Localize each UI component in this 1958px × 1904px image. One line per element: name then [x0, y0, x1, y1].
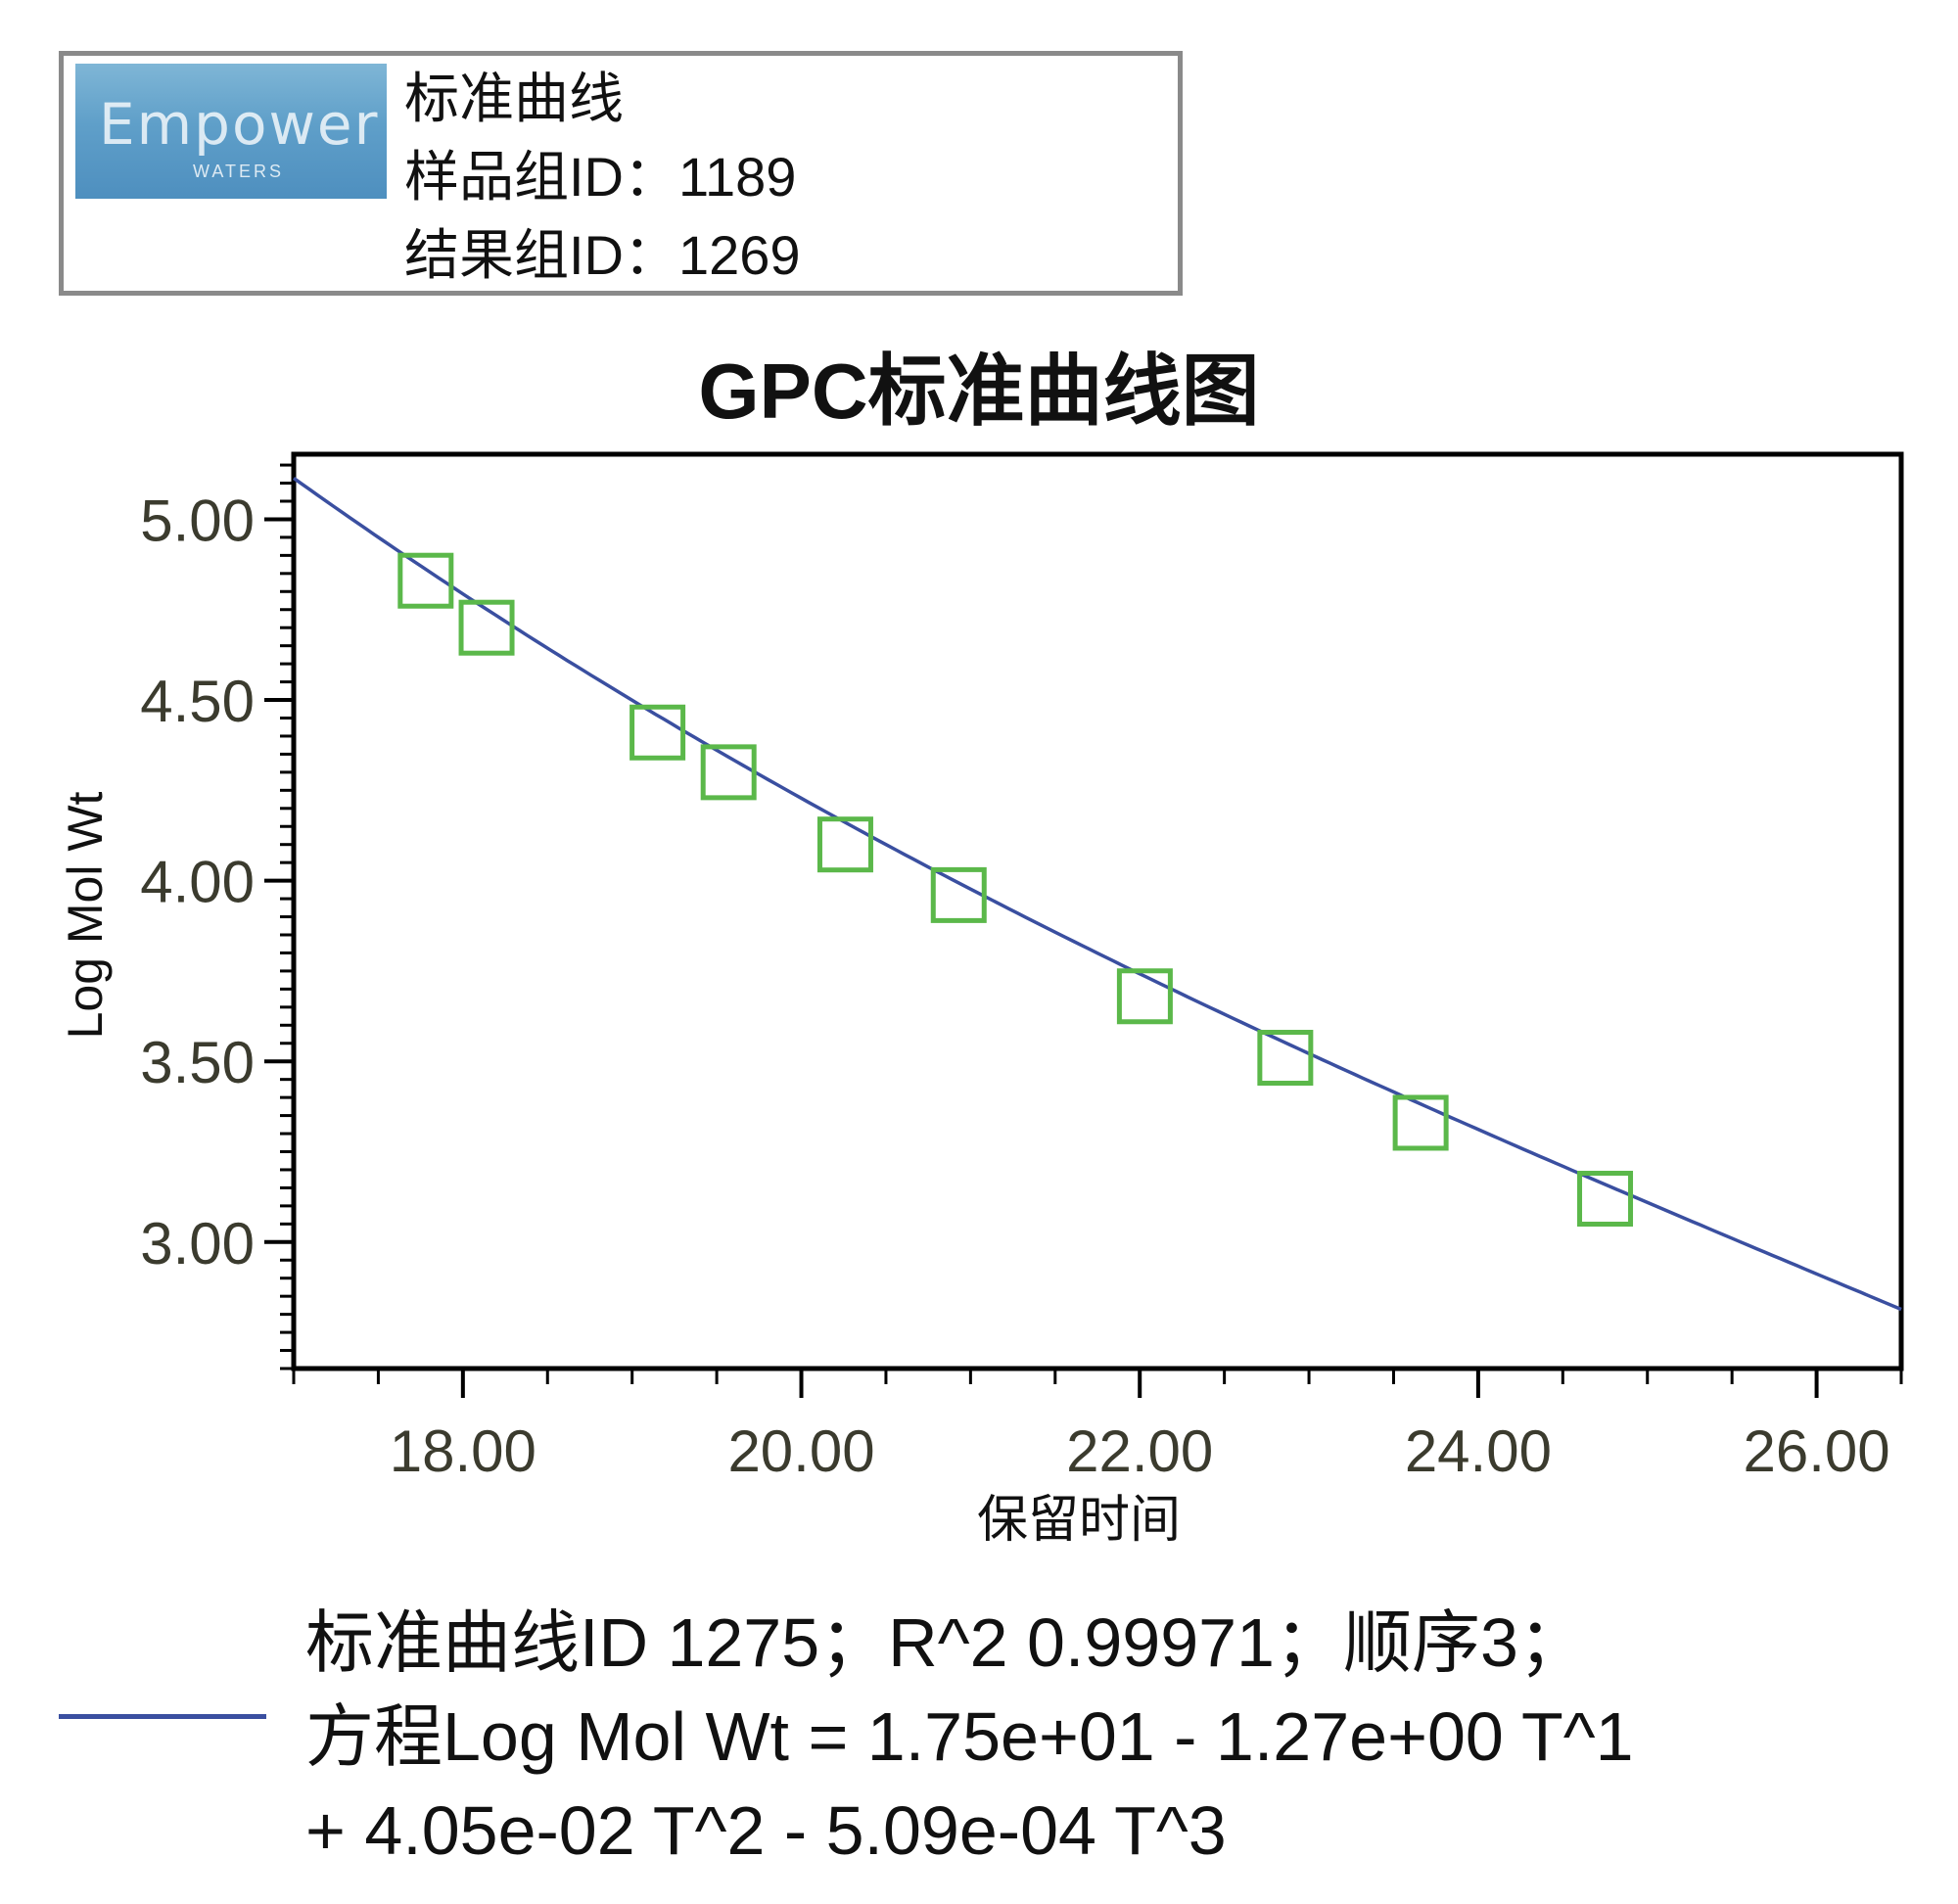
calibration-point-1	[397, 552, 454, 609]
y-tick-label: 5.00	[140, 488, 255, 553]
calibration-point-6	[930, 866, 987, 923]
calibration-point-7	[1116, 968, 1173, 1025]
y-tick-labels: 3.00 3.50 4.00 4.50 5.00	[140, 488, 255, 1276]
plot-frame	[291, 451, 1904, 1371]
calibration-point-2	[458, 599, 515, 656]
calibration-curve	[292, 476, 1902, 1312]
y-tick-label: 4.00	[140, 850, 255, 915]
legend-line-swatch	[59, 1714, 266, 1719]
legend-line-3: + 4.05e-02 T^2 - 5.09e-04 T^3	[305, 1792, 1227, 1869]
x-tick-label: 26.00	[1744, 1418, 1890, 1484]
logo-subtext: WATERS	[193, 162, 284, 181]
x-tick-label: 22.00	[1066, 1418, 1213, 1484]
x-tick-label: 18.00	[390, 1418, 536, 1484]
legend-text: 标准曲线ID 1275；R^2 0.99971；顺序3； 方程Log Mol W…	[305, 1596, 1634, 1878]
x-axis-label: 保留时间	[977, 1492, 1181, 1549]
y-axis-label: Log Mol Wt	[58, 791, 113, 1039]
info-lines: 标准曲线 样品组ID：1189 结果组ID：1269	[404, 60, 801, 295]
y-tick-label: 4.50	[140, 669, 255, 734]
calibration-chart: 18.00 20.00 22.00 24.00 26.00 3.00 3.50 4.00 4.…	[58, 451, 1904, 1549]
legend-line-2: 方程Log Mol Wt = 1.75e+01 - 1.27e+00 T^1	[305, 1698, 1634, 1775]
empower-logo: Empower 3 WATERS	[75, 64, 387, 199]
y-tick-label: 3.00	[140, 1211, 255, 1277]
x-tick-label: 20.00	[727, 1418, 874, 1484]
info-line-sample-set: 样品组ID：1189	[404, 146, 797, 208]
legend-line-1: 标准曲线ID 1275；R^2 0.99971；顺序3；	[305, 1604, 1587, 1681]
calibration-point-8	[1257, 1030, 1314, 1087]
calibration-point-9	[1392, 1094, 1449, 1151]
x-tick-label: 24.00	[1405, 1418, 1552, 1484]
y-tick-label: 3.50	[140, 1030, 255, 1095]
axis-ticks	[264, 463, 1903, 1398]
calibration-point-10	[1577, 1170, 1634, 1227]
calibration-point-5	[816, 816, 873, 873]
calibration-points	[397, 552, 1634, 1227]
info-line-result-set: 结果组ID：1269	[404, 224, 801, 286]
info-box: Empower 3 WATERS 标准曲线 样品组ID：1189 结果组ID：1…	[59, 51, 1183, 296]
chart-title: GPC标准曲线图	[698, 348, 1260, 435]
calibration-point-3	[629, 704, 686, 761]
x-tick-labels: 18.00 20.00 22.00 24.00 26.00	[390, 1418, 1890, 1484]
logo-text: Empower 3	[99, 91, 387, 158]
calibration-point-4	[700, 744, 757, 801]
info-line-type: 标准曲线	[404, 68, 624, 129]
